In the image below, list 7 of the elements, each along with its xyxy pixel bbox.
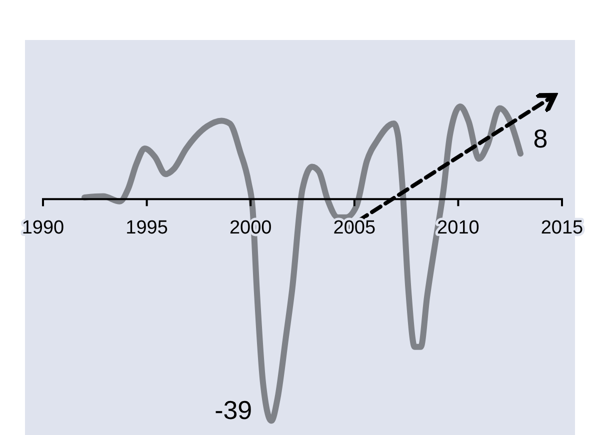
data-label: 8 xyxy=(533,124,548,154)
x-tick-label: 2015 xyxy=(540,218,584,239)
x-tick-label: 2010 xyxy=(437,218,480,239)
data-label: -39 xyxy=(214,394,252,425)
x-tick-label: 2000 xyxy=(229,218,272,239)
x-tick-label: 1990 xyxy=(22,218,64,239)
x-tick-label: 1995 xyxy=(126,218,168,239)
